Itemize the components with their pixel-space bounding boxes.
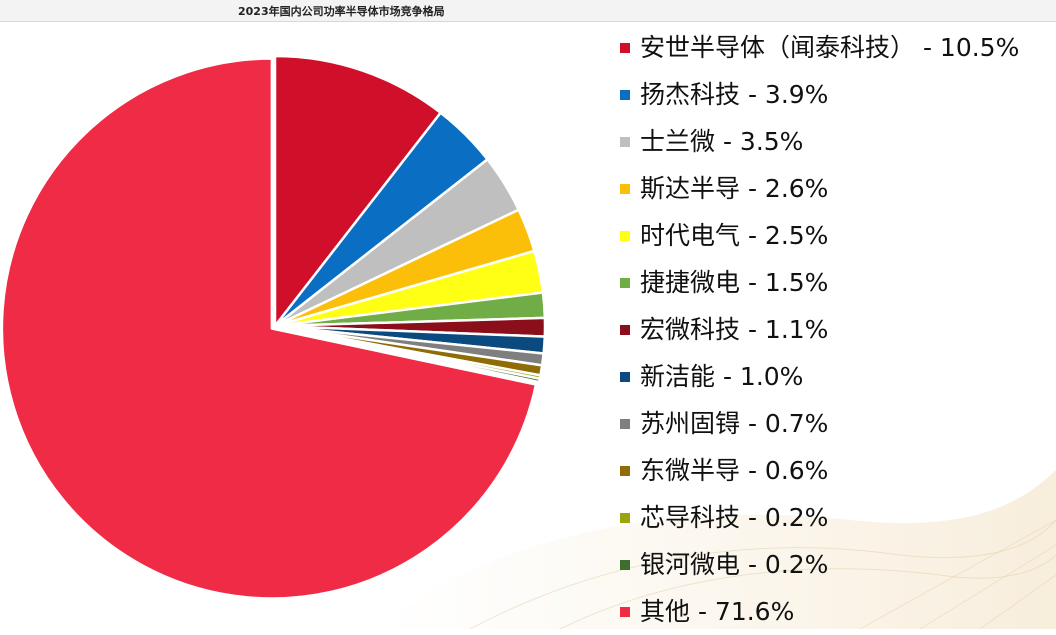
legend-label: 斯达半导 - 2.6% [640, 174, 829, 203]
legend-item: 苏州固锝 - 0.7% [620, 400, 1056, 447]
legend-label: 时代电气 - 2.5% [640, 221, 829, 250]
legend-item: 东微半导 - 0.6% [620, 447, 1056, 494]
legend-swatch [620, 418, 630, 429]
legend-label: 新洁能 - 1.0% [640, 362, 804, 391]
legend-swatch [620, 277, 630, 288]
legend-label: 宏微科技 - 1.1% [640, 315, 829, 344]
legend-item: 宏微科技 - 1.1% [620, 306, 1056, 353]
legend-label: 安世半导体（闻泰科技） - 10.5% [640, 33, 1020, 62]
pie-slice-11 [273, 324, 542, 384]
legend-item: 新洁能 - 1.0% [620, 353, 1056, 400]
legend-swatch [620, 230, 630, 241]
legend-swatch [620, 42, 630, 53]
legend-swatch [620, 559, 630, 570]
legend-item: 时代电气 - 2.5% [620, 212, 1056, 259]
legend-label: 捷捷微电 - 1.5% [640, 268, 829, 297]
legend-item: 扬杰科技 - 3.9% [620, 71, 1056, 118]
chart-legend: 安世半导体（闻泰科技） - 10.5% 扬杰科技 - 3.9% 士兰微 - 3.5%… [620, 24, 1056, 635]
legend-swatch [620, 136, 630, 147]
pie-slice-12 [0, 57, 538, 600]
legend-label: 芯导科技 - 0.2% [640, 503, 829, 532]
legend-label: 东微半导 - 0.6% [640, 456, 829, 485]
legend-swatch [620, 324, 630, 335]
legend-swatch [620, 465, 630, 476]
pie-slice-0 [273, 54, 442, 328]
legend-item: 士兰微 - 3.5% [620, 118, 1056, 165]
legend-item: 其他 - 71.6% [620, 588, 1056, 635]
chart-title: 2023年国内公司功率半导体市场竞争格局 [238, 5, 445, 18]
legend-label: 银河微电 - 0.2% [640, 550, 829, 579]
legend-label: 苏州固锝 - 0.7% [640, 409, 829, 438]
legend-swatch [620, 606, 630, 617]
legend-label: 其他 - 71.6% [640, 597, 795, 626]
legend-swatch [620, 512, 630, 523]
legend-swatch [620, 89, 630, 100]
legend-swatch [620, 371, 630, 382]
legend-label: 士兰微 - 3.5% [640, 127, 804, 156]
legend-item: 银河微电 - 0.2% [620, 541, 1056, 588]
legend-item: 斯达半导 - 2.6% [620, 165, 1056, 212]
legend-label: 扬杰科技 - 3.9% [640, 80, 829, 109]
legend-item: 芯导科技 - 0.2% [620, 494, 1056, 541]
legend-item: 捷捷微电 - 1.5% [620, 259, 1056, 306]
title-bar: 2023年国内公司功率半导体市场竞争格局 [0, 0, 1056, 22]
legend-item: 安世半导体（闻泰科技） - 10.5% [620, 24, 1056, 71]
legend-swatch [620, 183, 630, 194]
